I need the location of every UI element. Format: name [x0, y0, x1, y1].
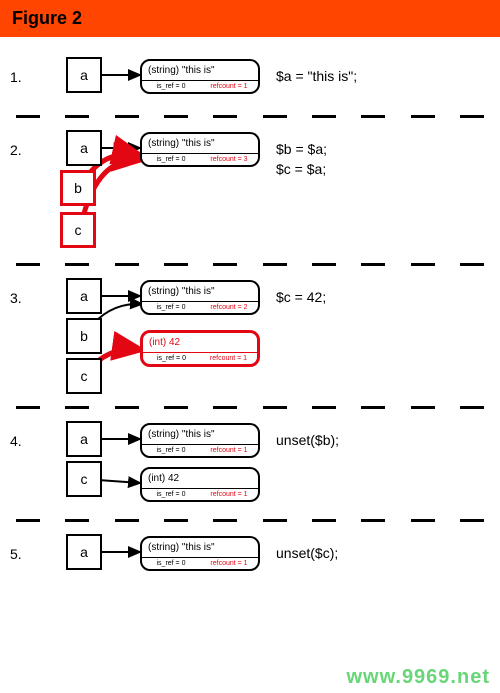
zval-refcount: refcount = 2 — [200, 302, 258, 313]
figure-content: 1.a(string) "this is"is_ref = 0refcount … — [0, 37, 500, 600]
step-code: $a = "this is"; — [270, 57, 357, 87]
step-number: 2. — [10, 130, 30, 158]
step-diagram: abc(string) "this is"is_ref = 0refcount … — [30, 278, 270, 398]
zval-refcount: refcount = 1 — [200, 558, 258, 569]
step-number: 3. — [10, 278, 30, 306]
zval-refcount: refcount = 1 — [200, 445, 258, 456]
variable-box: b — [60, 170, 96, 206]
zval-refcount: refcount = 1 — [200, 353, 257, 364]
zval-isref: is_ref = 0 — [142, 489, 200, 500]
step-diagram: a (string) "this is"is_ref = 0refcount = … — [30, 534, 270, 584]
zval-refcount: refcount = 1 — [200, 489, 258, 500]
variable-box: a — [66, 534, 102, 570]
code-line: unset($c); — [276, 544, 338, 564]
code-line: $c = $a; — [276, 160, 327, 180]
variable-box: b — [66, 318, 102, 354]
step-diagram: a (string) "this is"is_ref = 0refcount = … — [30, 57, 270, 107]
step-row: 3.abc(string) "this is"is_ref = 0refcoun… — [10, 278, 490, 398]
variable-box: a — [66, 57, 102, 93]
zval-box: (string) "this is"is_ref = 0refcount = 1 — [140, 536, 260, 571]
variable-box: a — [66, 421, 102, 457]
step-number: 1. — [10, 57, 30, 85]
zval-type: (string) "this is" — [142, 282, 258, 302]
step-row: 5. a (string) "this is"is_ref = 0refcount … — [10, 534, 490, 584]
step-number: 5. — [10, 534, 30, 562]
figure-title: Figure 2 — [12, 8, 82, 28]
zval-isref: is_ref = 0 — [142, 445, 200, 456]
zval-box: (string) "this is"is_ref = 0refcount = 1 — [140, 423, 260, 458]
code-line: unset($b); — [276, 431, 339, 451]
zval-type: (string) "this is" — [142, 538, 258, 558]
step-code: unset($b); — [270, 421, 339, 451]
zval-isref: is_ref = 0 — [143, 353, 200, 364]
zval-type: (string) "this is" — [142, 425, 258, 445]
zval-isref: is_ref = 0 — [142, 302, 200, 313]
code-line: $a = "this is"; — [276, 67, 357, 87]
divider — [10, 263, 490, 266]
code-line: $c = 42; — [276, 288, 326, 308]
code-line: $b = $a; — [276, 140, 327, 160]
step-code: unset($c); — [270, 534, 338, 564]
divider — [10, 115, 490, 118]
zval-box: (int) 42is_ref = 0refcount = 1 — [140, 330, 260, 367]
step-number: 4. — [10, 421, 30, 449]
step-row: 1. a (string) "this is"is_ref = 0refcount … — [10, 57, 490, 107]
variable-box: c — [60, 212, 96, 248]
step-diagram: abc (string) "this is"is_ref = 0refcount … — [30, 130, 270, 255]
zval-type: (string) "this is" — [142, 61, 258, 81]
zval-isref: is_ref = 0 — [142, 558, 200, 569]
zval-refcount: refcount = 3 — [200, 154, 258, 165]
step-code: $b = $a;$c = $a; — [270, 130, 327, 179]
zval-type: (string) "this is" — [142, 134, 258, 154]
zval-box: (string) "this is"is_ref = 0refcount = 1 — [140, 59, 260, 94]
step-diagram: ac(string) "this is"is_ref = 0refcount =… — [30, 421, 270, 511]
zval-box: (string) "this is"is_ref = 0refcount = 3 — [140, 132, 260, 167]
zval-type: (int) 42 — [143, 333, 257, 353]
figure-header: Figure 2 — [0, 0, 500, 37]
variable-box: c — [66, 461, 102, 497]
step-row: 4.ac(string) "this is"is_ref = 0refcount… — [10, 421, 490, 511]
divider — [10, 406, 490, 409]
variable-box: c — [66, 358, 102, 394]
zval-box: (string) "this is"is_ref = 0refcount = 2 — [140, 280, 260, 315]
zval-type: (int) 42 — [142, 469, 258, 489]
zval-refcount: refcount = 1 — [200, 81, 258, 92]
zval-box: (int) 42is_ref = 0refcount = 1 — [140, 467, 260, 502]
variable-box: a — [66, 130, 102, 166]
watermark: www.9969.net — [346, 666, 490, 689]
zval-isref: is_ref = 0 — [142, 81, 200, 92]
step-row: 2. abc (string) "this is"is_ref = 0refcoun… — [10, 130, 490, 255]
divider — [10, 519, 490, 522]
zval-isref: is_ref = 0 — [142, 154, 200, 165]
variable-box: a — [66, 278, 102, 314]
step-code: $c = 42; — [270, 278, 326, 308]
